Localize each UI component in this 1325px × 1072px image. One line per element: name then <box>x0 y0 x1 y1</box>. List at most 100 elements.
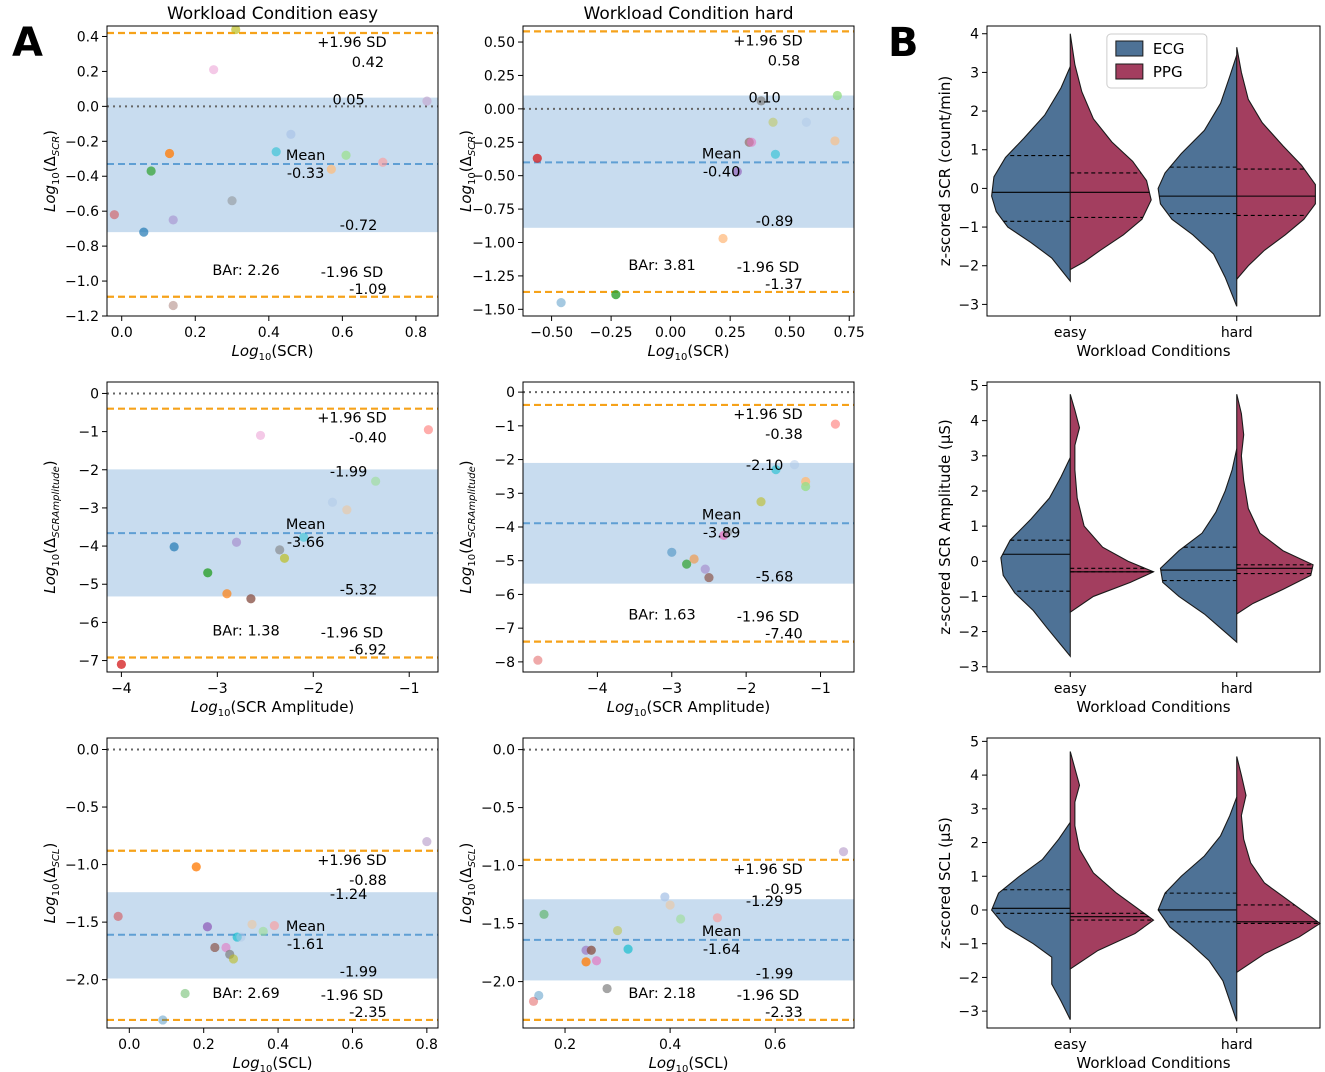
data-point <box>341 150 351 160</box>
upper-limit-value: -0.38 <box>765 427 803 443</box>
x-tick-label: 0.00 <box>655 325 686 341</box>
x-tick-label: −1 <box>810 681 831 697</box>
violin-half-ecg-hard <box>1159 448 1238 644</box>
y-tick-label: −7 <box>78 654 99 670</box>
y-tick-label: −2 <box>958 259 979 275</box>
lower-limit-label: -1.96 SD <box>737 260 800 276</box>
plot-frame <box>986 381 1321 673</box>
x-tick-label: 0.6 <box>331 325 353 341</box>
data-point <box>801 481 811 492</box>
data-point <box>689 554 699 564</box>
y-tick-label: −2 <box>494 453 515 469</box>
ba-plot-ba_scr_hard: −0.50 −0.25 0.00 0.25 0.50 0.75 −1.50 −1.25 −1.0… <box>457 4 865 363</box>
plot-area <box>107 392 438 669</box>
mean-value: -1.64 <box>703 942 741 958</box>
x-tick-label: −0.50 <box>530 325 573 341</box>
x-tick-label: 0.50 <box>774 325 805 341</box>
x-tick-label: −2 <box>303 681 324 697</box>
data-point <box>275 545 285 555</box>
panel-label-a: A <box>12 20 43 66</box>
legend-swatch-ppg <box>1115 63 1144 80</box>
y-tick-label: 0.4 <box>77 29 99 45</box>
x-tick-label: −2 <box>736 681 757 697</box>
y-tick-label: −1 <box>958 589 979 605</box>
violin-half-ecg-hard <box>1157 54 1238 307</box>
plot-area <box>107 748 438 1025</box>
data-point <box>180 988 190 999</box>
upper-limit-label: +1.96 SD <box>733 862 802 878</box>
band-bottom-value: -5.68 <box>756 570 794 586</box>
data-point <box>830 419 841 429</box>
plot-frame <box>986 25 1321 317</box>
y-tick-label: −3 <box>78 501 99 517</box>
lower-limit-label: -1.96 SD <box>321 626 384 642</box>
y-tick-label: −7 <box>494 621 515 637</box>
y-tick-label: −5 <box>494 554 515 570</box>
data-point <box>203 568 213 578</box>
y-axis-label: Log10(ΔSCRAmplitude) <box>41 460 62 593</box>
y-tick-label: −0.8 <box>65 239 99 255</box>
data-point <box>667 547 677 557</box>
x-tick-label: −0.25 <box>590 325 633 341</box>
upper-limit-value: 0.42 <box>352 55 384 71</box>
data-point <box>327 497 338 507</box>
y-tick-label: 0 <box>506 385 515 401</box>
y-tick-label: 4 <box>970 27 979 43</box>
y-tick-label: −0.5 <box>65 800 99 816</box>
data-point <box>732 167 742 177</box>
x-tick-label: 0.0 <box>118 1037 140 1053</box>
violin-half-ecg-easy <box>990 820 1071 1020</box>
y-tick-label: −2.0 <box>65 973 99 989</box>
violin-half-ppg-hard <box>1236 394 1314 616</box>
data-point <box>789 460 800 470</box>
ba-plot-ba_scr_easy: 0.0 0.2 0.4 0.6 0.8 −1.2 −1.0 −0.8 −0.6 −0.4 −0.2 0… <box>41 4 439 363</box>
upper-limit-label: +1.96 SD <box>317 35 386 51</box>
mean-label: Mean <box>702 507 742 523</box>
y-tick-label: −0.25 <box>472 135 515 151</box>
data-point <box>279 553 290 563</box>
data-point <box>801 117 811 127</box>
y-tick-label: −0.5 <box>481 801 515 817</box>
mean-label: Mean <box>702 146 742 162</box>
data-point <box>722 527 733 537</box>
data-point <box>231 26 241 35</box>
x-tick-label: 0.4 <box>258 325 280 341</box>
data-point <box>116 659 126 669</box>
y-tick-label: −3 <box>958 1004 979 1020</box>
bar-value: BAr: 1.63 <box>628 608 695 624</box>
data-point <box>718 233 728 244</box>
lower-limit-value: -1.09 <box>349 282 387 298</box>
lower-limit-value: -2.33 <box>765 1005 803 1021</box>
data-point <box>660 892 670 902</box>
panel-label-b: B <box>888 20 919 66</box>
y-axis-label: Log10(ΔSCL) <box>457 843 478 924</box>
y-tick-label: 0 <box>90 386 99 402</box>
y-tick-label: 0.0 <box>77 743 99 759</box>
lower-limit-value: -1.37 <box>765 277 803 293</box>
y-tick-label: −1 <box>958 220 979 236</box>
x-tick-label: −4 <box>587 681 608 697</box>
data-point <box>423 425 434 435</box>
y-axis-label: Log10(ΔSCRAmplitude) <box>457 460 478 593</box>
data-point <box>534 990 544 1001</box>
data-point <box>682 559 692 569</box>
y-tick-label: −1.50 <box>472 302 515 318</box>
band-bottom-value: -1.99 <box>340 965 378 981</box>
violin-half-ecg-hard <box>1157 796 1238 1022</box>
y-tick-label: −1.25 <box>472 269 515 285</box>
y-tick-label: −0.75 <box>472 202 515 218</box>
data-point <box>247 919 257 930</box>
upper-limit-value: -0.40 <box>349 431 387 447</box>
lower-limit-label: -1.96 SD <box>321 265 384 281</box>
data-point <box>286 129 296 139</box>
y-tick-label: −2 <box>958 625 979 641</box>
data-point <box>164 148 175 159</box>
data-point <box>771 465 781 475</box>
data-point <box>422 836 432 847</box>
y-tick-label: 0.2 <box>77 64 99 80</box>
y-tick-label: 1 <box>970 869 979 885</box>
plot-frame <box>106 381 439 673</box>
legend-label-ecg: ECG <box>1153 40 1185 58</box>
